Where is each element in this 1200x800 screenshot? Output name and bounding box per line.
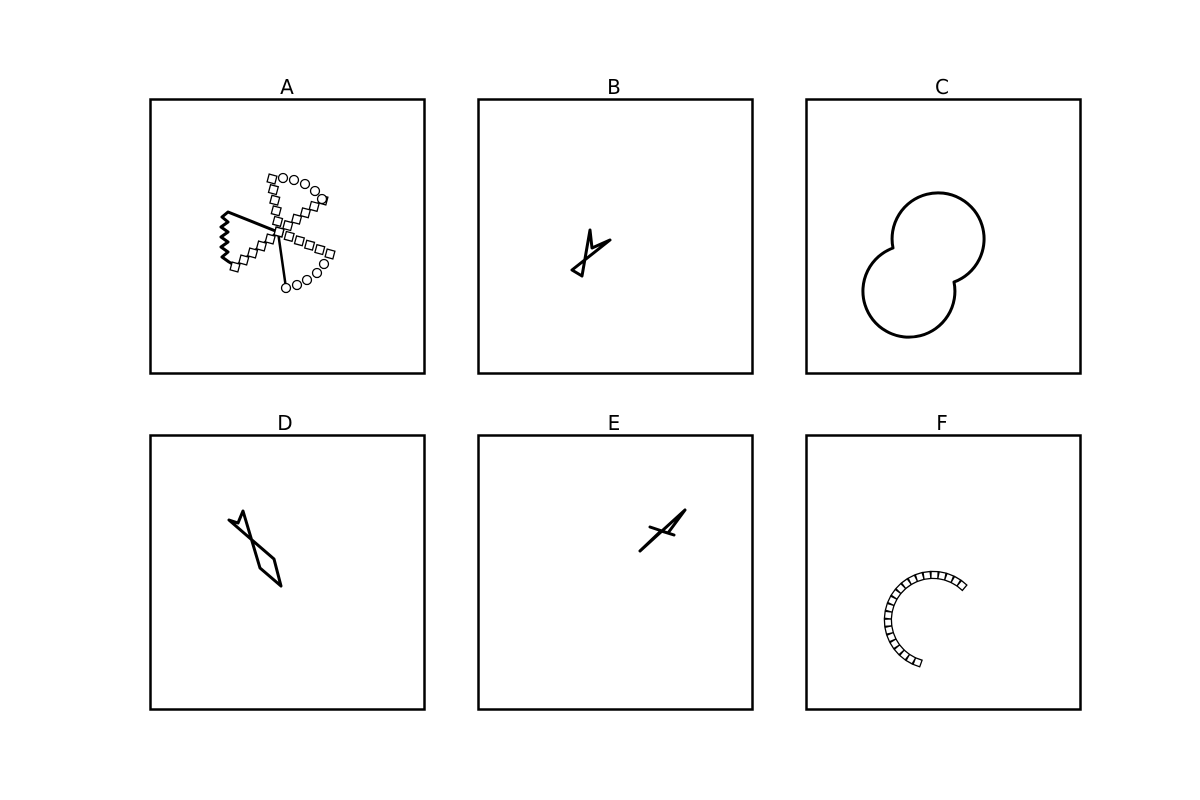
square-marker <box>325 249 335 259</box>
square-marker <box>885 626 893 634</box>
square-marker-arc <box>884 571 966 666</box>
circle-marker <box>313 269 322 278</box>
panel-e: E <box>479 411 753 710</box>
square-marker <box>284 232 294 242</box>
circle-marker <box>318 195 327 204</box>
square-marker <box>274 227 284 237</box>
double-circle-blob <box>863 193 984 337</box>
square-marker <box>239 255 249 265</box>
panel-c-label: C <box>935 75 949 99</box>
cross-glyph <box>640 510 685 551</box>
circle-marker <box>279 174 288 183</box>
panel-e-label: E <box>608 411 621 435</box>
square-marker <box>923 571 931 579</box>
kite-arrow-glyph <box>229 511 281 586</box>
panel-f: F <box>807 411 1081 710</box>
panel-c: C <box>807 75 1081 374</box>
panel-a-figure <box>221 174 335 293</box>
panel-b: B <box>479 75 753 374</box>
square-marker <box>305 240 315 250</box>
circle-marker <box>311 187 320 196</box>
panel-d-frame <box>151 436 425 710</box>
square-marker <box>295 236 305 246</box>
panel-a-label: A <box>280 75 294 99</box>
square-marker <box>248 248 258 258</box>
square-marker <box>271 206 281 216</box>
square-marker <box>273 217 283 227</box>
square-marker <box>315 245 325 255</box>
circle-marker <box>293 281 302 290</box>
square-marker <box>270 195 280 205</box>
panel-e-frame <box>479 436 753 710</box>
panel-b-label: B <box>607 75 621 99</box>
square-marker <box>931 571 938 578</box>
square-marker <box>265 234 275 244</box>
panel-b-frame <box>479 100 753 374</box>
circle-marker <box>301 180 310 189</box>
panel-d: D <box>151 411 425 710</box>
panel-f-label: F <box>936 411 948 435</box>
square-marker <box>267 174 277 184</box>
square-marker <box>257 241 267 251</box>
panel-c-frame <box>807 100 1081 374</box>
square-marker <box>269 185 279 195</box>
circle-marker <box>320 260 329 269</box>
panel-d-label: D <box>277 411 292 435</box>
square-marker <box>884 619 891 626</box>
panel-a: A <box>151 75 425 374</box>
circle-marker <box>282 284 291 293</box>
square-marker <box>230 262 240 272</box>
circle-marker <box>290 176 299 185</box>
arrow-glyph <box>572 230 610 276</box>
circle-marker <box>303 276 312 285</box>
spoke-line <box>278 232 286 288</box>
